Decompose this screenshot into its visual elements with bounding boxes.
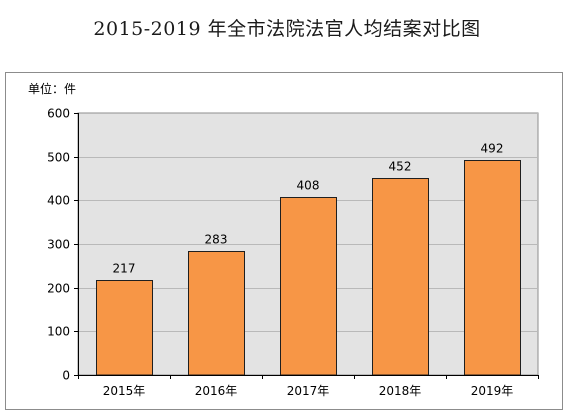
y-tick-label: 100 (47, 325, 70, 339)
x-tick-label: 2016年 (195, 384, 238, 398)
y-tick-label: 500 (47, 151, 70, 165)
bar-2018年 (372, 178, 429, 376)
unit-label: 单位：件 (28, 82, 77, 96)
bar-2019年 (464, 160, 521, 376)
x-tick-label: 2017年 (287, 384, 330, 398)
x-tick-label: 2019年 (471, 384, 514, 398)
chart-title: 2015-2019 年全市法院法官人均结案对比图 (93, 18, 481, 40)
data-label: 217 (113, 262, 136, 276)
bar-2016年 (188, 251, 245, 376)
data-label: 408 (297, 179, 320, 193)
bar-2015年 (96, 280, 153, 376)
bars (96, 160, 521, 376)
x-tick-label: 2015年 (103, 384, 146, 398)
bar-2017年 (280, 197, 337, 376)
y-tick-label: 0 (62, 369, 70, 383)
y-tick-label: 600 (47, 107, 70, 121)
y-tick-label: 400 (47, 194, 70, 208)
labels: 0 100 200 300 400 500 600 217 2015年 283 2016年 408 20… (47, 107, 513, 399)
data-label: 492 (481, 142, 504, 156)
data-label: 452 (389, 160, 412, 174)
data-label: 283 (205, 233, 228, 247)
axes (74, 113, 539, 379)
y-tick-label: 200 (47, 282, 70, 296)
x-tick-label: 2018年 (379, 384, 422, 398)
y-tick-label: 300 (47, 238, 70, 252)
